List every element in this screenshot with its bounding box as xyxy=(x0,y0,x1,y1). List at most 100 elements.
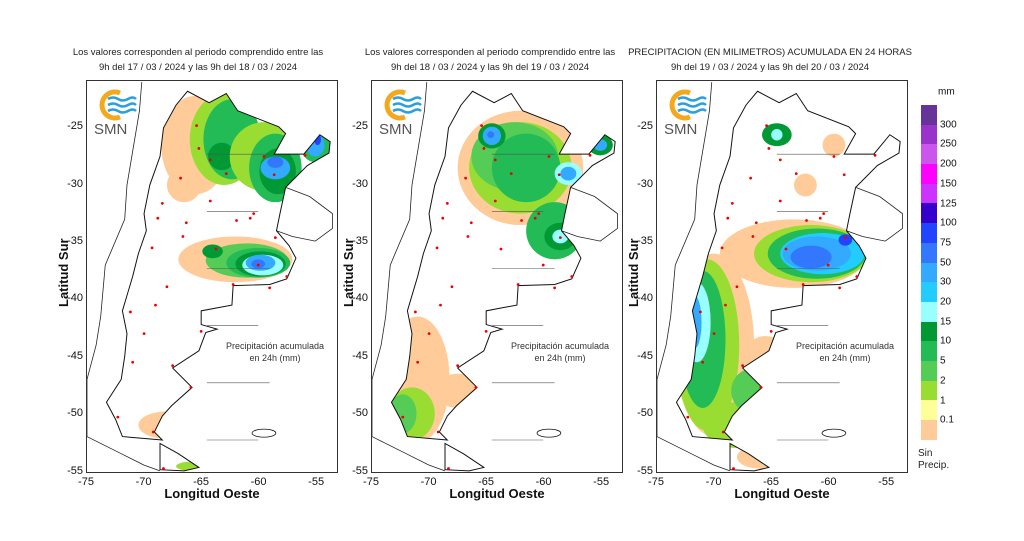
tierra-del-fuego-outline xyxy=(444,442,486,472)
uruguay-border xyxy=(276,186,333,242)
map-annotation: Precipitación acumulada en 24h (mm) xyxy=(226,340,324,364)
station-marker xyxy=(701,360,705,364)
station-marker xyxy=(427,332,431,336)
legend-label: 100 xyxy=(940,217,957,229)
x-tick-label: -65 xyxy=(478,476,495,488)
station-marker xyxy=(855,275,859,278)
precip-contour xyxy=(822,133,846,157)
y-tick-label: -35 xyxy=(67,235,83,248)
station-marker xyxy=(224,172,228,175)
title-line-1: PRECIPITACION (EN MILIMETROS) ACUMULADA … xyxy=(628,47,912,58)
station-marker xyxy=(721,430,725,434)
station-marker xyxy=(778,199,782,203)
station-marker xyxy=(686,415,690,419)
legend-swatch xyxy=(921,380,937,401)
legend-label: 2 xyxy=(940,375,946,387)
y-tick-label: -40 xyxy=(67,292,83,305)
station-marker xyxy=(588,153,592,157)
station-marker xyxy=(162,467,165,470)
panel-title: Los valores corresponden al periodo comp… xyxy=(73,45,323,75)
station-marker xyxy=(484,329,488,333)
station-marker xyxy=(759,386,763,389)
x-tick-label: -55 xyxy=(308,476,325,488)
station-marker xyxy=(873,153,877,157)
no-precip-line-2: Precip. xyxy=(918,460,950,471)
legend-label: 75 xyxy=(940,237,952,249)
legend-swatch xyxy=(921,242,937,263)
panel-title: Los valores corresponden al periodo comp… xyxy=(365,45,615,75)
precip-contour xyxy=(491,133,561,203)
legend-swatch xyxy=(921,262,937,283)
station-marker xyxy=(189,386,193,389)
station-marker xyxy=(822,212,826,216)
station-marker xyxy=(751,235,755,238)
y-axis-label: Latitud Sur xyxy=(626,238,641,307)
station-marker xyxy=(252,212,256,216)
station-marker xyxy=(570,275,574,278)
station-marker xyxy=(181,235,185,238)
map-panel xyxy=(656,80,908,473)
title-line-1: Los valores corresponden al periodo comp… xyxy=(364,47,616,58)
x-tick-label: -75 xyxy=(363,476,379,488)
station-marker xyxy=(151,430,155,434)
x-tick-label: -60 xyxy=(250,476,267,488)
legend-label: 200 xyxy=(940,158,957,170)
station-marker xyxy=(262,155,266,158)
station-marker xyxy=(516,283,520,286)
annotation-line-2: en 24h (mm) xyxy=(534,353,586,363)
station-marker xyxy=(493,199,497,203)
legend-label: 125 xyxy=(940,198,957,209)
station-marker xyxy=(401,415,405,419)
y-tick-label: -55 xyxy=(67,464,83,477)
map-canvas xyxy=(657,82,903,472)
y-tick-label: -50 xyxy=(637,407,653,420)
station-marker xyxy=(285,275,289,278)
annotation-line-2: en 24h (mm) xyxy=(819,353,871,363)
x-tick-label: -55 xyxy=(593,476,610,488)
precip-contour xyxy=(138,411,196,439)
station-marker xyxy=(450,285,454,289)
x-tick-label: -70 xyxy=(420,476,437,488)
station-marker xyxy=(818,216,822,220)
no-precip-line-1: Sin xyxy=(918,448,933,459)
y-tick-label: -45 xyxy=(637,349,653,362)
station-marker xyxy=(235,219,238,222)
map-canvas xyxy=(372,82,618,472)
station-marker xyxy=(482,147,486,150)
station-marker xyxy=(732,467,735,470)
legend-unit: mm xyxy=(938,86,955,98)
map-panel xyxy=(371,80,623,473)
legend-swatch xyxy=(921,321,937,342)
station-marker xyxy=(826,263,830,267)
station-marker xyxy=(268,286,272,290)
station-marker xyxy=(456,364,460,368)
malvinas-islands xyxy=(821,428,847,438)
x-tick-label: -60 xyxy=(820,476,837,488)
station-marker xyxy=(179,176,182,180)
precipitation-field xyxy=(138,93,331,471)
station-marker xyxy=(416,360,420,364)
station-marker xyxy=(712,332,716,336)
y-tick-label: -55 xyxy=(637,464,653,477)
legend-swatch xyxy=(921,183,937,204)
station-marker xyxy=(547,155,551,158)
precip-contour xyxy=(771,129,783,141)
station-marker xyxy=(214,247,218,251)
station-marker xyxy=(116,415,120,419)
precip-contour xyxy=(202,244,223,259)
legend-label: 300 xyxy=(940,119,957,131)
chile-coastline xyxy=(657,82,731,472)
map-annotation: Precipitación acumulada en 24h (mm) xyxy=(511,340,609,364)
station-marker xyxy=(447,467,450,470)
station-marker xyxy=(160,201,164,205)
station-marker xyxy=(413,310,417,314)
y-tick-label: -40 xyxy=(352,292,368,305)
svg-text:SMN: SMN xyxy=(379,121,412,137)
legend-swatch xyxy=(921,301,937,322)
station-marker xyxy=(843,236,847,240)
malvinas-islands xyxy=(251,428,277,438)
station-marker xyxy=(838,286,842,290)
station-marker xyxy=(480,124,483,127)
tierra-del-fuego-outline xyxy=(159,442,201,472)
